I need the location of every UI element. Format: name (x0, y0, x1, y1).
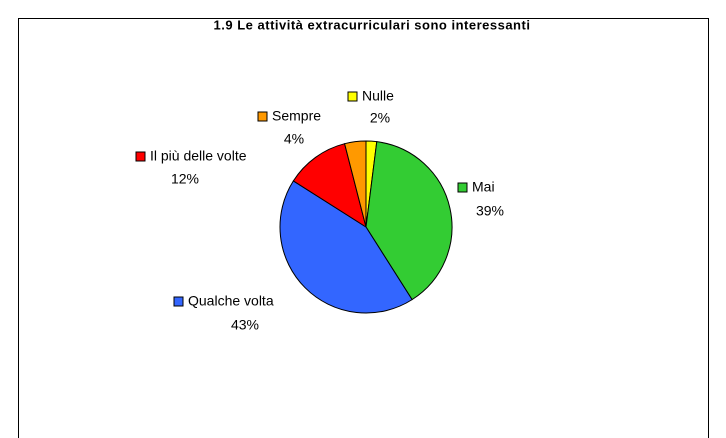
value-label: 39% (476, 203, 504, 219)
value-label: 12% (171, 171, 199, 187)
slice-label: Qualche volta (188, 293, 274, 309)
slice-label: Nulle (362, 88, 394, 104)
slice-label: Mai (472, 179, 495, 195)
pie-slice (292, 143, 367, 229)
pie-slice (279, 180, 413, 314)
legend-swatch (457, 182, 468, 193)
value-label: 2% (370, 110, 390, 126)
chart-title: 1.9 Le attività extracurriculari sono in… (214, 17, 531, 32)
slice-label: Il più delle volte (150, 148, 247, 164)
legend-swatch (173, 296, 184, 307)
slice-label: Sempre (272, 108, 321, 124)
legend-swatch (347, 91, 358, 102)
pie-slice (344, 140, 367, 228)
legend-swatch (135, 151, 146, 162)
value-label: 43% (231, 317, 259, 333)
legend-swatch (257, 111, 268, 122)
value-label: 4% (284, 131, 304, 147)
